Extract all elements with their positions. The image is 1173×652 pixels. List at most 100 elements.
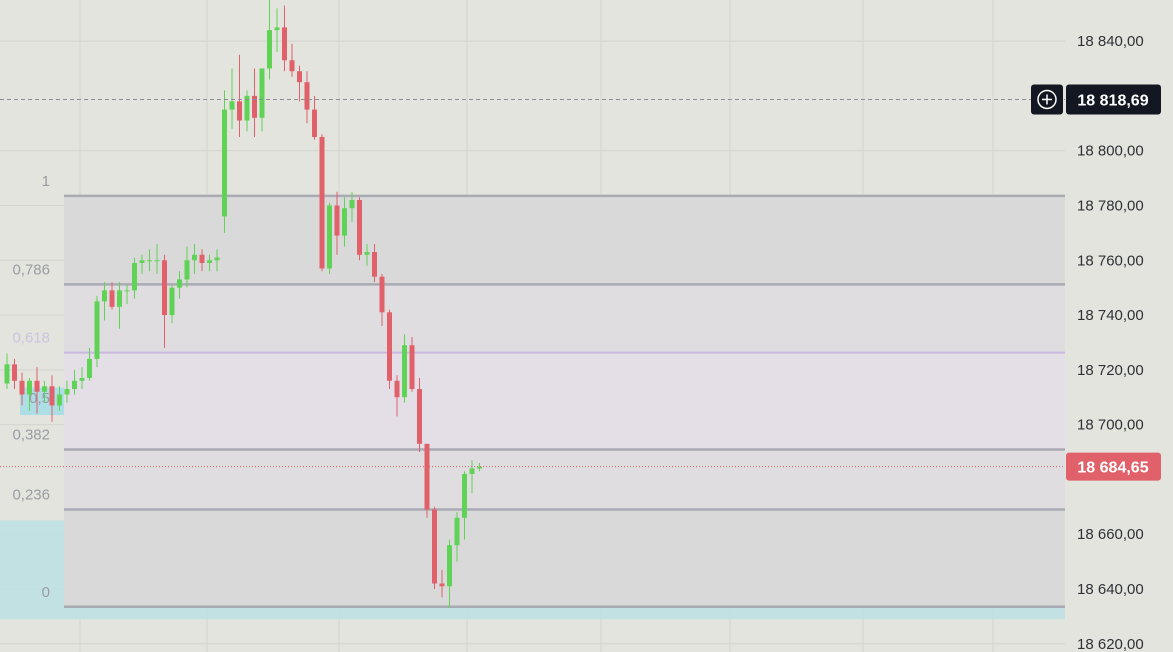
- candle[interactable]: [349, 191, 355, 222]
- fib-level-label: 1: [42, 173, 50, 190]
- candle[interactable]: [432, 506, 437, 589]
- candle[interactable]: [259, 68, 265, 132]
- candle-body: [469, 468, 475, 474]
- candle-body: [462, 473, 467, 518]
- candle[interactable]: [289, 43, 295, 77]
- candle[interactable]: [222, 90, 227, 233]
- candle[interactable]: [297, 65, 302, 102]
- fib-level-label: 0,786: [12, 261, 50, 278]
- candle[interactable]: [34, 367, 40, 414]
- candle[interactable]: [267, 0, 272, 80]
- candle[interactable]: [312, 95, 317, 140]
- candle-body: [477, 466, 482, 469]
- candle-body: [274, 27, 280, 31]
- candle-body: [387, 312, 392, 381]
- candle[interactable]: [447, 539, 452, 609]
- candle[interactable]: [244, 90, 250, 132]
- candle[interactable]: [184, 246, 190, 288]
- candle[interactable]: [409, 336, 415, 392]
- candle[interactable]: [102, 282, 107, 321]
- candle-body: [12, 364, 17, 381]
- candle-body: [342, 208, 347, 236]
- candle-body: [297, 71, 302, 83]
- candle[interactable]: [79, 367, 85, 390]
- candle[interactable]: [477, 462, 482, 472]
- candle[interactable]: [64, 380, 70, 403]
- candle-body: [184, 260, 190, 280]
- candle-body: [454, 517, 460, 546]
- candle[interactable]: [424, 443, 430, 518]
- candle-body: [87, 358, 92, 379]
- candle-body: [64, 389, 70, 395]
- candle[interactable]: [319, 134, 325, 272]
- candle-body: [312, 109, 317, 137]
- candle[interactable]: [357, 197, 362, 261]
- candle[interactable]: [109, 282, 115, 310]
- candle[interactable]: [387, 309, 392, 390]
- price-axis-tick-label: 18 640,00: [1077, 581, 1144, 598]
- candle[interactable]: [364, 243, 370, 266]
- candle[interactable]: [49, 375, 55, 422]
- candle[interactable]: [162, 254, 167, 348]
- candle[interactable]: [327, 202, 332, 274]
- candle-body: [214, 257, 220, 261]
- candle[interactable]: [19, 372, 25, 406]
- candle[interactable]: [402, 334, 407, 403]
- candle[interactable]: [124, 284, 130, 305]
- candle[interactable]: [379, 273, 385, 326]
- candle[interactable]: [132, 257, 137, 299]
- candle[interactable]: [192, 243, 197, 274]
- candle[interactable]: [147, 249, 152, 272]
- plus-circle-icon[interactable]: [1037, 89, 1057, 110]
- candle[interactable]: [169, 284, 175, 324]
- candle[interactable]: [462, 471, 467, 540]
- candle[interactable]: [87, 347, 92, 381]
- candle[interactable]: [282, 5, 287, 72]
- candle[interactable]: [454, 512, 460, 562]
- candle[interactable]: [154, 243, 160, 274]
- candle[interactable]: [334, 191, 340, 255]
- price-axis-tick-label: 18 700,00: [1077, 417, 1144, 434]
- candle[interactable]: [42, 380, 47, 403]
- candle-body: [117, 290, 122, 307]
- fib-band: [64, 284, 1065, 353]
- candle-body: [207, 260, 212, 263]
- candle[interactable]: [372, 243, 377, 283]
- candle[interactable]: [207, 254, 212, 272]
- last-price-label: 18 684,65: [1077, 460, 1148, 477]
- candle[interactable]: [177, 271, 182, 299]
- candle-body: [327, 205, 332, 269]
- candle[interactable]: [274, 8, 280, 53]
- candle-body: [319, 136, 325, 269]
- candle[interactable]: [57, 386, 62, 411]
- candle[interactable]: [439, 569, 445, 598]
- candle[interactable]: [394, 375, 400, 417]
- candle-body: [102, 290, 107, 302]
- price-axis-tick-label: 18 620,00: [1077, 636, 1144, 652]
- candle-body: [409, 345, 415, 390]
- candle-body: [439, 583, 445, 587]
- candle[interactable]: [94, 295, 100, 368]
- candle[interactable]: [214, 249, 220, 272]
- fib-level-label: 0: [42, 584, 50, 601]
- crosshair-price-label: 18 818,69: [1077, 92, 1148, 109]
- candle[interactable]: [4, 353, 10, 390]
- candle-body: [289, 60, 295, 72]
- candle[interactable]: [27, 378, 32, 411]
- candle[interactable]: [252, 68, 257, 137]
- candle[interactable]: [117, 282, 122, 329]
- candle[interactable]: [199, 249, 205, 272]
- candle[interactable]: [229, 68, 235, 129]
- candle-body: [229, 101, 235, 110]
- candle[interactable]: [342, 197, 347, 247]
- candle[interactable]: [237, 54, 242, 137]
- candle[interactable]: [469, 460, 475, 494]
- candle[interactable]: [304, 71, 310, 124]
- candle[interactable]: [139, 254, 145, 274]
- candle-body: [394, 380, 400, 398]
- candle[interactable]: [417, 378, 422, 453]
- candle[interactable]: [12, 358, 17, 390]
- candle[interactable]: [72, 369, 77, 395]
